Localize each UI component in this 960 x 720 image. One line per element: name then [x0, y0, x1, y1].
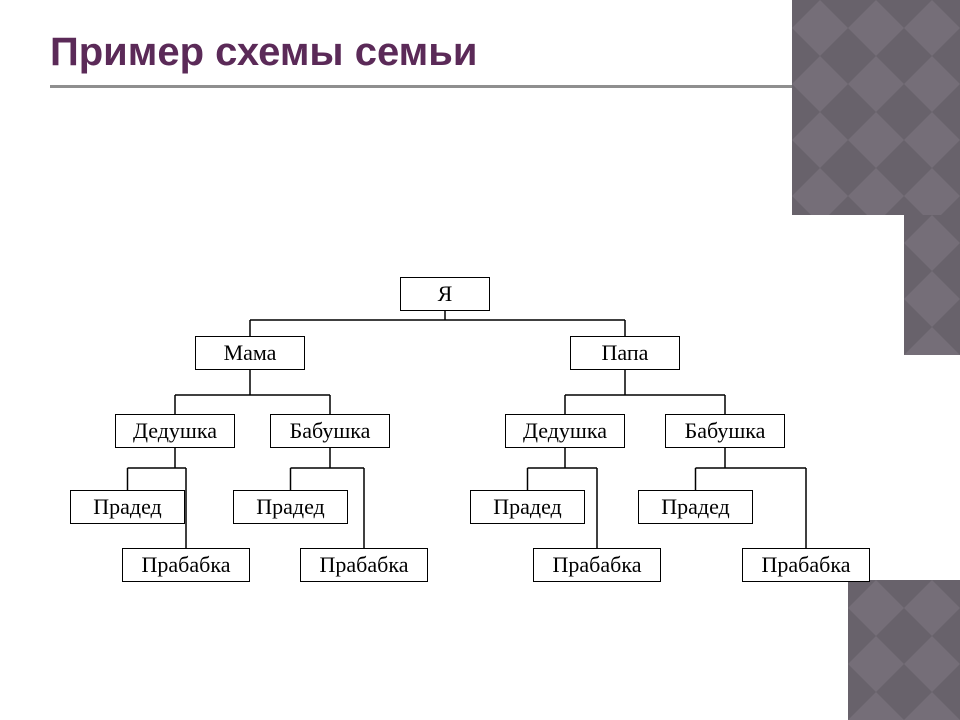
tree-node-prab_lr: Прабабка — [300, 548, 428, 582]
tree-node-prab_rl: Прабабка — [533, 548, 661, 582]
tree-node-prad_rl: Прадед — [470, 490, 585, 524]
tree-node-prad_rr: Прадед — [638, 490, 753, 524]
tree-node-papa: Папа — [570, 336, 680, 370]
slide: Пример схемы семьи ЯМамаПапаДедушкаБабуш… — [0, 0, 960, 720]
tree-node-bab_l: Бабушка — [270, 414, 390, 448]
tree-node-ded_l: Дедушка — [115, 414, 235, 448]
tree-node-ded_r: Дедушка — [505, 414, 625, 448]
tree-node-prab_ll: Прабабка — [122, 548, 250, 582]
family-tree-diagram: Я Мама Папа Дедушка Бабушка Дедушка Бабушка Пра… — [0, 0, 960, 720]
tree-node-me: Я — [400, 277, 490, 311]
tree-node-bab_r: Бабушка — [665, 414, 785, 448]
tree-node-prad_lr: Прадед — [233, 490, 348, 524]
tree-node-prab_rr: Прабабка — [742, 548, 870, 582]
tree-node-mama: Мама — [195, 336, 305, 370]
tree-node-prad_ll: Прадед — [70, 490, 185, 524]
connectors — [0, 0, 960, 720]
